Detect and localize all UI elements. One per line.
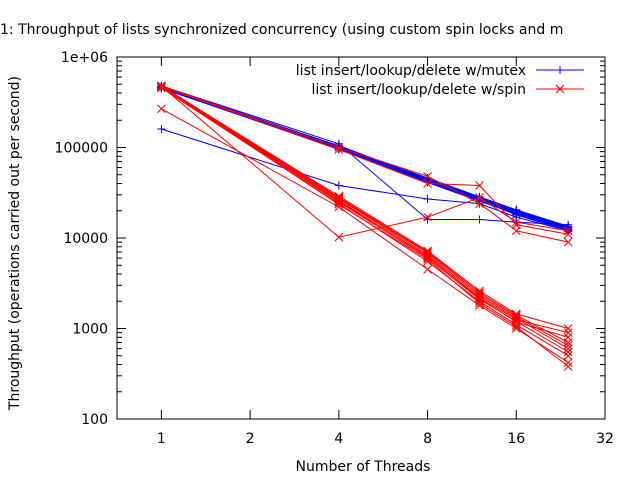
y-tick-label: 10000	[63, 231, 108, 247]
data-point	[423, 171, 432, 181]
x-axis: 1 2 4 8 16 32	[157, 57, 614, 447]
data-point	[423, 212, 432, 222]
legend: list insert/lookup/delete w/mutex list i…	[296, 63, 584, 98]
data-point	[334, 139, 343, 148]
series-line	[161, 85, 569, 243]
data-point	[563, 324, 573, 333]
data-point	[334, 181, 343, 190]
data-point	[511, 317, 521, 327]
legend-label-mutex: list insert/lookup/delete w/mutex	[296, 63, 526, 79]
data-point	[511, 309, 521, 319]
series-line	[161, 85, 569, 226]
series-line	[161, 86, 569, 346]
data-point	[423, 179, 432, 188]
legend-marker-1	[555, 84, 565, 94]
data-point	[423, 255, 432, 264]
data-point	[563, 341, 573, 350]
data-point	[563, 362, 573, 371]
x-tick-label: 2	[246, 431, 255, 447]
series-line	[161, 108, 569, 364]
legend-marker-0	[556, 66, 564, 74]
x-tick-label: 8	[423, 431, 432, 447]
data-point	[157, 81, 166, 91]
data-point	[511, 217, 521, 227]
y-axis-title: Throughput (operations carried out per s…	[7, 76, 23, 411]
data-point	[334, 202, 344, 212]
series-line	[161, 128, 569, 232]
data-point	[475, 193, 484, 202]
y-tick-label: 100	[81, 412, 108, 428]
data-point	[563, 344, 573, 353]
data-point	[475, 215, 484, 224]
series-line	[161, 86, 569, 235]
x-axis-title: Number of Threads	[296, 459, 431, 475]
x-tick-label: 4	[334, 431, 343, 447]
data-point	[334, 200, 344, 209]
data-point	[334, 232, 344, 242]
data-point	[512, 213, 521, 222]
series-line	[161, 87, 569, 228]
series-line	[161, 85, 569, 229]
series-spin-21	[157, 104, 573, 367]
data-point	[563, 328, 573, 337]
data-point	[475, 199, 484, 208]
series-spin-24	[157, 81, 573, 242]
data-point	[563, 226, 573, 236]
x-tick-label: 1	[157, 431, 166, 447]
data-point	[334, 145, 344, 154]
data-point	[334, 191, 344, 201]
data-point	[563, 358, 573, 367]
y-tick-label: 1000	[72, 322, 108, 338]
data-point	[423, 194, 432, 203]
data-point	[475, 181, 484, 190]
series-line	[161, 86, 569, 367]
data-point	[157, 104, 166, 114]
data-point	[157, 82, 166, 92]
legend-label-spin: list insert/lookup/delete w/spin	[312, 82, 526, 98]
series-line	[161, 85, 569, 343]
series-line	[161, 87, 569, 353]
data-point	[563, 351, 573, 361]
series-layer	[157, 81, 573, 371]
data-point	[511, 226, 521, 236]
data-point	[423, 246, 432, 256]
data-point	[334, 193, 344, 203]
series-line	[161, 85, 569, 238]
data-point	[511, 324, 521, 333]
series-line	[161, 85, 569, 329]
data-point	[157, 125, 166, 134]
y-tick-label: 1e+06	[61, 50, 108, 66]
series-line	[161, 86, 569, 350]
x-tick-label: 16	[507, 431, 525, 447]
series-spin-20	[157, 81, 573, 333]
data-point	[563, 332, 573, 342]
series-line	[161, 86, 569, 338]
data-point	[475, 286, 484, 296]
y-tick-label: 100000	[55, 141, 108, 157]
data-point	[475, 294, 484, 303]
data-point	[475, 301, 484, 310]
chart-title: 1: Throughput of lists synchronized conc…	[0, 22, 563, 38]
y-axis: 100 1000 10000 100000 1e+06	[55, 50, 605, 428]
data-point	[563, 237, 573, 247]
data-point	[563, 229, 573, 239]
data-point	[423, 265, 432, 274]
data-point	[423, 248, 432, 258]
data-point	[511, 322, 521, 331]
x-tick-label: 32	[596, 431, 614, 447]
